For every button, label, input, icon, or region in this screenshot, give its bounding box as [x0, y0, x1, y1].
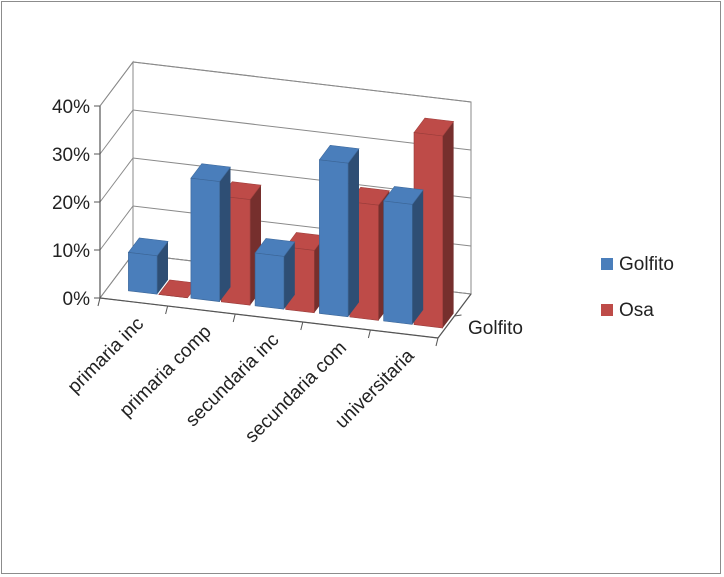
x-category-label: primaria inc [64, 313, 148, 397]
bar-side [412, 189, 424, 325]
x-tick-mark [97, 297, 101, 307]
legend-swatch-golfito [601, 258, 613, 270]
x-tick-mark [435, 337, 439, 347]
y-tick-label: 10% [52, 241, 90, 262]
x-tick-mark [232, 313, 236, 323]
legend-label-osa: Osa [619, 300, 654, 321]
bar-side [157, 241, 168, 295]
bar-front [190, 177, 220, 302]
depth-tick-mark [454, 314, 462, 317]
y-tick-label: 0% [63, 289, 91, 310]
legend-label-golfito: Golfito [619, 254, 674, 275]
x-axis-line [99, 297, 439, 339]
y-tick-label: 20% [52, 193, 90, 214]
y-tick-label: 40% [52, 97, 90, 118]
x-tick-mark [300, 321, 304, 331]
bar-golfito-2 [254, 238, 296, 310]
bar-side [442, 121, 454, 328]
gridline [99, 109, 472, 155]
bar-side [283, 241, 295, 310]
bar-side [219, 167, 231, 302]
bars [127, 117, 455, 329]
bar-golfito-1 [190, 163, 232, 302]
y-tick-label: 30% [52, 145, 90, 166]
bar-golfito-0 [127, 237, 169, 295]
bar-front [319, 159, 349, 318]
depth-axis-label: Golfito [468, 318, 523, 339]
y-axis-ticks: 0% 10% 20% 30% 40% [52, 97, 100, 310]
legend-swatch-osa [601, 304, 613, 316]
bar-front [383, 200, 413, 325]
x-tick-mark [367, 329, 371, 339]
bar-golfito-3 [318, 144, 360, 318]
bar-front [254, 252, 285, 310]
legend: Golfito Osa [601, 254, 674, 321]
bar-golfito-4 [383, 186, 424, 325]
bar-front [158, 294, 188, 299]
bar-side [348, 148, 359, 317]
x-tick-mark [165, 305, 169, 315]
bar-front [128, 252, 158, 295]
gridline [99, 61, 472, 107]
